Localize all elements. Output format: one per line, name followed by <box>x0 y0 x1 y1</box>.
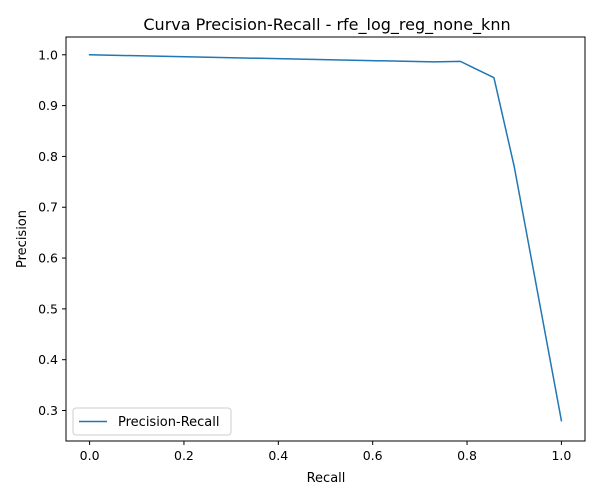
legend-box <box>72 407 232 436</box>
y-tick-label: 0.9 <box>38 98 58 113</box>
y-tick-label: 0.4 <box>38 352 58 367</box>
x-axis-ticks: 0.0 0.2 0.4 0.6 0.8 1.0 <box>80 441 571 463</box>
x-axis-label: Recall <box>307 471 346 486</box>
y-tick-label: 0.3 <box>38 403 58 418</box>
x-tick-label: 0.6 <box>363 448 383 463</box>
plot-area <box>88 54 563 422</box>
series-line-precision-recall <box>88 54 563 422</box>
x-tick-label: 1.0 <box>551 448 571 463</box>
axes-frame <box>65 36 586 442</box>
y-tick-label: 1.0 <box>38 47 58 62</box>
x-tick-label: 0.4 <box>268 448 288 463</box>
legend: Precision-Recall <box>72 407 232 436</box>
y-tick-label: 0.6 <box>38 251 58 266</box>
y-tick-label: 0.5 <box>38 301 58 316</box>
x-tick-label: 0.0 <box>80 448 100 463</box>
chart-title: Curva Precision-Recall - rfe_log_reg_non… <box>143 15 510 35</box>
y-axis-ticks: 0.3 0.4 0.5 0.6 0.7 0.8 0.9 1.0 <box>38 47 66 418</box>
y-axis-label: Precision <box>15 210 30 268</box>
x-tick-label: 0.8 <box>457 448 477 463</box>
y-tick-label: 0.8 <box>38 149 58 164</box>
legend-label: Precision-Recall <box>118 415 219 430</box>
x-tick-label: 0.2 <box>174 448 194 463</box>
y-tick-label: 0.7 <box>38 200 58 215</box>
